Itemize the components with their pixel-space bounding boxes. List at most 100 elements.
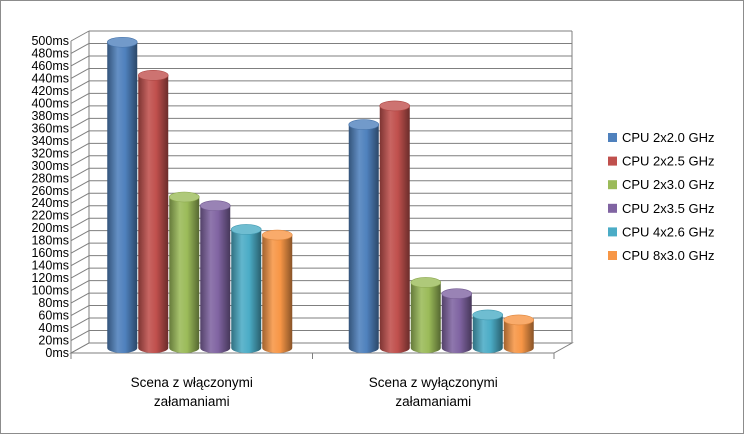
y-tick-label: 440ms: [31, 71, 69, 85]
gridline-side: [70, 167, 90, 179]
legend-label: CPU 8x3.0 GHz: [622, 248, 714, 263]
legend-label: CPU 4x2.6 GHz: [622, 224, 714, 239]
bar-top: [472, 309, 504, 321]
bar-body: [441, 293, 472, 353]
legend-swatch: [608, 156, 617, 166]
bar-body: [472, 314, 503, 353]
bar-top: [106, 36, 138, 48]
legend-swatch: [608, 133, 617, 142]
bar: [137, 70, 169, 353]
y-tick-label: 20ms: [38, 334, 69, 348]
y-tick-label: 380ms: [31, 109, 69, 123]
y-tick-label: 240ms: [31, 196, 69, 210]
bar-top: [199, 200, 231, 212]
x-category-label: załamaniami: [395, 394, 471, 409]
gridline-side: [70, 330, 90, 341]
y-tick-label: 320ms: [31, 146, 69, 160]
y-tick-label: 220ms: [31, 209, 69, 223]
gridline-side: [70, 155, 90, 167]
y-tick-label: 40ms: [38, 321, 69, 335]
y-tick-label: 420ms: [31, 84, 69, 98]
bar-body: [107, 42, 138, 354]
bar-top: [503, 314, 535, 326]
bar: [230, 224, 262, 353]
bar-body: [231, 229, 262, 353]
gridline-side: [70, 317, 90, 329]
gridline-side: [70, 255, 90, 267]
y-tick-label: 80ms: [38, 296, 69, 310]
gridline-side: [70, 30, 90, 42]
bar: [199, 200, 231, 353]
bar-body: [348, 124, 379, 353]
bar-body: [262, 235, 293, 353]
bar-top: [441, 288, 473, 300]
bar: [379, 100, 411, 353]
bar-top: [379, 100, 411, 112]
gridline-side: [70, 55, 90, 67]
legend-swatch: [608, 251, 617, 260]
y-tick-label: 480ms: [31, 46, 69, 60]
gridline-side: [70, 192, 90, 204]
gridline-side: [70, 305, 90, 316]
y-tick-label: 160ms: [31, 246, 69, 260]
y-tick-label: 0ms: [45, 346, 69, 360]
gridline-side: [70, 205, 90, 217]
gridline-side: [70, 117, 90, 129]
bar: [410, 277, 442, 353]
bar-top: [410, 277, 442, 288]
y-tick-label: 180ms: [31, 234, 69, 248]
y-tick-label: 140ms: [31, 259, 69, 273]
x-category-label: Scena z włączonymi: [131, 375, 253, 390]
y-tick-label: 200ms: [31, 221, 69, 235]
gridline-side: [70, 80, 90, 92]
bar-top: [230, 224, 262, 235]
bar: [168, 191, 200, 353]
y-tick-label: 120ms: [31, 271, 69, 285]
bar: [503, 314, 535, 353]
gridline-side: [70, 280, 90, 292]
gridline-side: [70, 130, 90, 142]
y-tick-label: 340ms: [31, 134, 69, 148]
bar: [106, 36, 138, 354]
y-tick-label: 360ms: [31, 121, 69, 135]
y-tick-label: 60ms: [38, 309, 69, 323]
legend-swatch: [608, 203, 617, 213]
gridline-side: [70, 105, 90, 117]
y-tick-label: 460ms: [31, 59, 69, 73]
bar: [261, 229, 293, 353]
gridline-side: [70, 217, 90, 229]
bar-body: [138, 75, 169, 353]
y-tick-label: 500ms: [31, 34, 69, 48]
y-tick-label: 260ms: [31, 184, 69, 198]
bar: [348, 119, 380, 353]
bar: [441, 288, 473, 353]
y-tick-label: 400ms: [31, 96, 69, 110]
gridline-side: [70, 68, 90, 79]
gridline-side: [70, 267, 90, 279]
y-tick-label: 300ms: [31, 159, 69, 173]
legend-label: CPU 2x2.5 GHz: [622, 154, 714, 169]
gridline-side: [70, 92, 90, 104]
bar-body: [379, 105, 410, 353]
gridline-side: [70, 242, 90, 254]
y-tick-label: 100ms: [31, 284, 69, 298]
legend-swatch: [608, 180, 617, 190]
bar-body: [200, 205, 231, 353]
x-category-label: załamaniami: [154, 394, 230, 409]
gridline-side: [70, 292, 90, 304]
y-tick-label: 280ms: [31, 171, 69, 185]
bar-top: [348, 119, 380, 130]
legend-label: CPU 2x3.0 GHz: [622, 177, 714, 192]
gridline-side: [70, 180, 90, 192]
gridline-side: [70, 142, 90, 154]
x-category-label: Scena z wyłączonymi: [369, 375, 498, 390]
legend-label: CPU 2x2.0 GHz: [622, 130, 714, 145]
bar-top: [168, 191, 200, 203]
gridline-side: [70, 43, 90, 54]
bar-body: [503, 319, 534, 353]
legend-label: CPU 2x3.5 GHz: [622, 201, 714, 216]
floor: [69, 342, 574, 354]
bar: [472, 309, 504, 353]
